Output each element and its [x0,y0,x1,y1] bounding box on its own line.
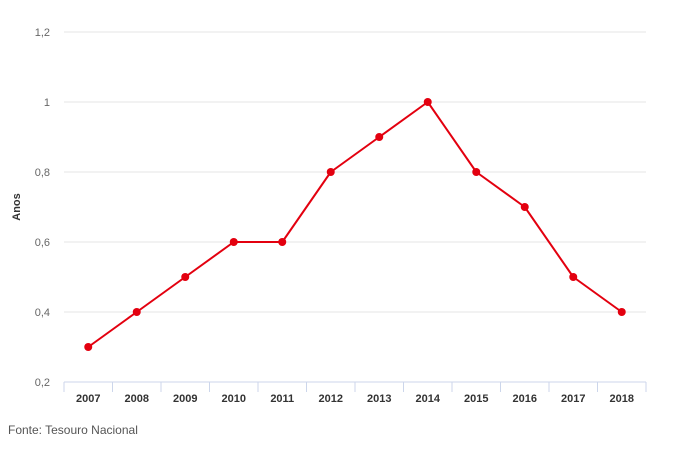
x-tick-label: 2012 [319,393,343,405]
x-tick-label: 2015 [464,393,488,405]
data-point [229,238,238,246]
y-tick-label: 1,2 [35,27,50,39]
data-point [181,273,190,281]
x-tick-label: 2007 [76,393,100,405]
data-point [569,273,578,281]
y-tick-label: 0,6 [35,237,50,249]
x-tick-label: 2010 [222,393,246,405]
x-tick-label: 2008 [125,393,149,405]
source-note: Fonte: Tesouro Nacional [8,423,138,437]
y-tick-label: 1 [44,97,50,109]
x-axis: 2007 2008 2009 2010 2011 2012 2013 2014 2015 2016… [63,381,647,405]
data-point [278,238,287,246]
x-tick-label: 2018 [610,393,634,405]
y-tick-label: 0,2 [35,377,50,389]
data-point [84,343,93,351]
data-point [375,133,384,141]
data-point [617,308,626,316]
y-tick-label: 0,4 [35,307,50,319]
data-point [326,168,335,176]
gridlines [64,31,646,313]
x-tick-label: 2014 [416,393,441,405]
x-tick-label: 2013 [367,393,391,405]
x-tick-label: 2016 [513,393,537,405]
plot-area [84,98,626,351]
y-tick-label: 0,8 [35,167,50,179]
series-line [87,101,623,348]
x-tick-label: 2017 [561,393,585,405]
x-tick-label: 2011 [270,393,294,405]
x-tick-label: 2009 [173,393,197,405]
y-axis-title: Anos [11,193,23,221]
y-axis-ticks: 0,2 0,4 0,6 0,8 1 1,2 [35,27,50,389]
data-point [472,168,481,176]
data-point [423,98,432,106]
data-point [520,203,529,211]
data-point [132,308,141,316]
